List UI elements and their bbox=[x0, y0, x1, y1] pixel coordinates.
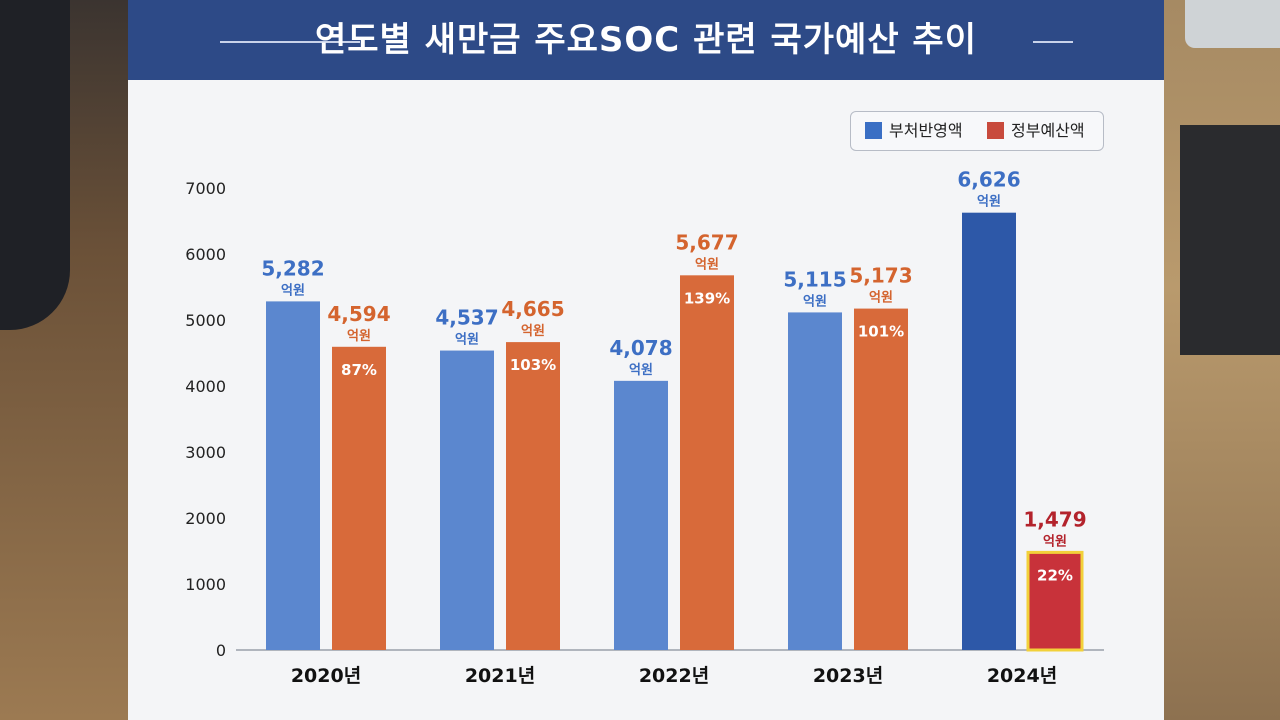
background-monitor bbox=[1180, 125, 1280, 355]
unit-label-series-1: 억원 bbox=[977, 195, 1001, 210]
chart-title: 연도별 새만금 주요SOC 관련 국가예산 추이 bbox=[314, 20, 977, 60]
background-chair bbox=[0, 0, 70, 330]
unit-label-series-1: 억원 bbox=[455, 333, 479, 348]
bar-series-2 bbox=[680, 275, 734, 650]
legend-swatch-red bbox=[987, 121, 1004, 139]
bar-series-2 bbox=[854, 308, 908, 650]
background-device bbox=[1185, 0, 1280, 48]
data-label-series-2: 4,665 bbox=[501, 297, 564, 321]
data-label-series-1: 5,282 bbox=[261, 256, 324, 280]
unit-label-series-2: 억원 bbox=[869, 291, 893, 306]
x-tick-label: 2022년 bbox=[639, 665, 709, 687]
legend-label-series-1: 부처반영액 bbox=[889, 121, 963, 140]
y-tick-label: 6000 bbox=[185, 245, 226, 264]
unit-label-series-2: 억원 bbox=[695, 257, 719, 272]
title-rule-left bbox=[220, 41, 360, 43]
bar-chart: 7000 6000 5000 4000 3000 2000 1000 0 5,282 억원 4,59… bbox=[185, 168, 1104, 687]
y-tick-label: 5000 bbox=[185, 311, 226, 330]
unit-label-series-1: 억원 bbox=[281, 283, 305, 298]
y-tick-label: 0 bbox=[216, 641, 226, 660]
title-banner: 연도별 새만금 주요SOC 관련 국가예산 추이 bbox=[128, 0, 1164, 80]
bar-series-2 bbox=[332, 346, 386, 650]
y-tick-label: 2000 bbox=[185, 509, 226, 528]
bar-series-2 bbox=[1026, 550, 1084, 652]
legend-label-series-2: 정부예산액 bbox=[1011, 121, 1085, 140]
legend-swatch-blue bbox=[865, 121, 882, 139]
legend-item-series-2: 정부예산액 bbox=[987, 112, 1085, 150]
legend-item-series-1: 부처반영액 bbox=[865, 112, 963, 150]
data-label-series-1: 4,078 bbox=[609, 336, 672, 360]
background-right bbox=[1164, 0, 1280, 720]
y-tick-label: 1000 bbox=[185, 575, 226, 594]
data-label-series-2: 4,594 bbox=[327, 302, 390, 326]
y-tick-label: 7000 bbox=[185, 179, 226, 198]
bar-series-1 bbox=[788, 312, 842, 650]
unit-label-series-2: 억원 bbox=[1043, 534, 1067, 549]
unit-label-series-2: 억원 bbox=[347, 329, 371, 344]
bar-series-1 bbox=[440, 350, 494, 650]
unit-label-series-1: 억원 bbox=[803, 294, 827, 309]
y-tick-label: 4000 bbox=[185, 377, 226, 396]
bar-series-1 bbox=[266, 301, 320, 650]
x-tick-label: 2021년 bbox=[465, 665, 535, 687]
data-label-series-1: 4,537 bbox=[435, 306, 498, 330]
x-tick-label: 2020년 bbox=[291, 665, 361, 687]
ratio-label: 103% bbox=[510, 356, 556, 374]
ratio-label: 87% bbox=[341, 361, 377, 379]
data-label-series-2: 5,677 bbox=[675, 230, 738, 254]
unit-label-series-1: 억원 bbox=[629, 363, 653, 378]
bar-series-1 bbox=[614, 380, 668, 650]
y-tick-label: 3000 bbox=[185, 443, 226, 462]
ratio-label: 22% bbox=[1037, 566, 1073, 584]
title-rule-right bbox=[1033, 41, 1073, 43]
chart-legend: 부처반영액 정부예산액 bbox=[850, 111, 1104, 151]
chart-board: 연도별 새만금 주요SOC 관련 국가예산 추이 부처반영액 정부예산액 700… bbox=[128, 0, 1164, 720]
ratio-label: 139% bbox=[684, 289, 730, 307]
bar-series-2 bbox=[506, 342, 560, 650]
bar-series-1 bbox=[962, 212, 1016, 650]
ratio-label: 101% bbox=[858, 323, 904, 341]
data-label-series-1: 6,626 bbox=[957, 168, 1020, 192]
unit-label-series-2: 억원 bbox=[521, 324, 545, 339]
x-tick-label: 2023년 bbox=[813, 665, 883, 687]
data-label-series-1: 5,115 bbox=[783, 267, 846, 291]
x-tick-label: 2024년 bbox=[987, 665, 1057, 687]
data-label-series-2: 5,173 bbox=[849, 264, 912, 288]
data-label-series-2: 1,479 bbox=[1023, 507, 1086, 531]
